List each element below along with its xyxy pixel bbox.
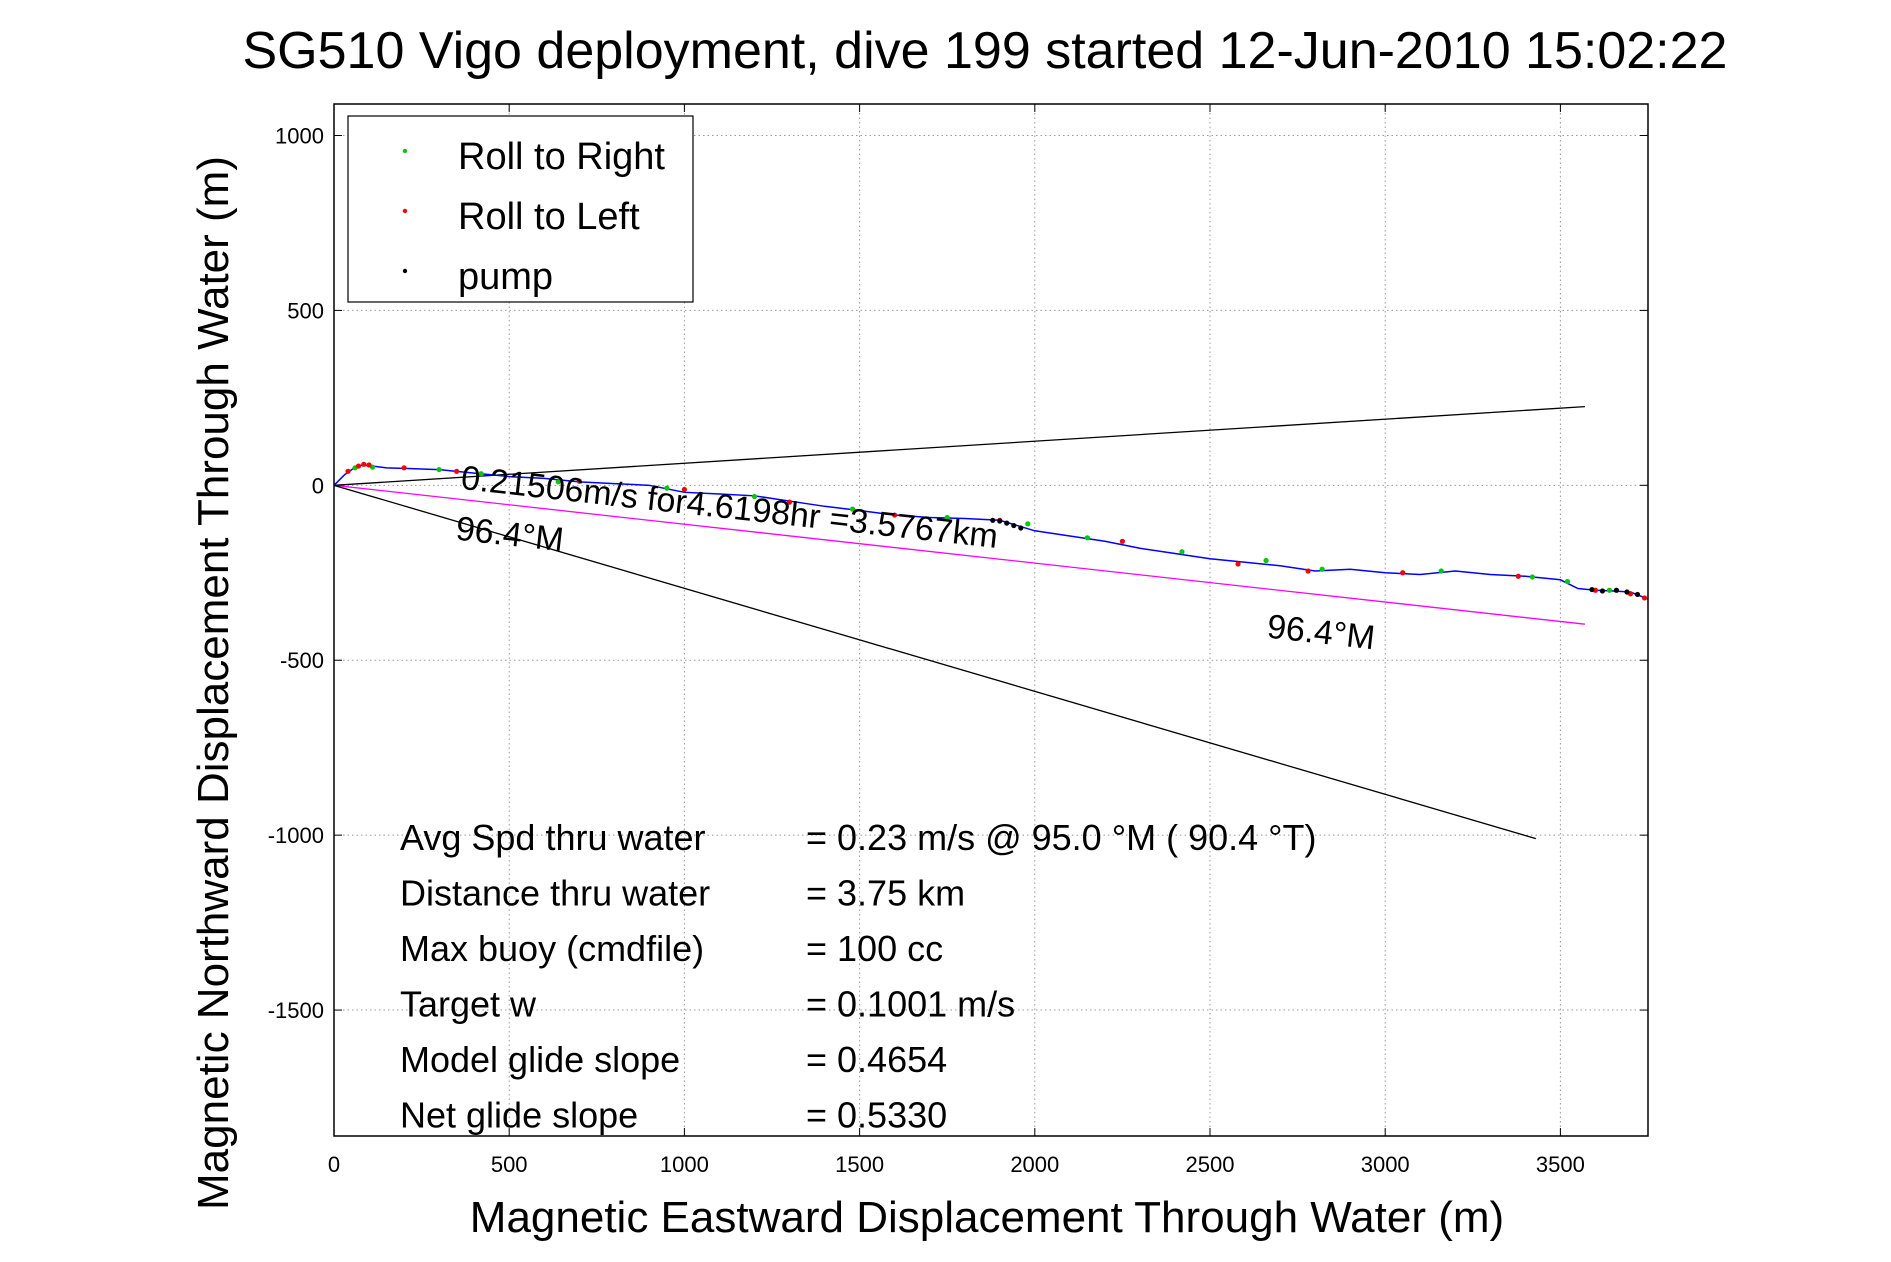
pump-marker <box>1589 586 1595 593</box>
axis-ticks: 0 500 1000 1500 2000 2500 3000 3500 1000 500 0 -500… <box>268 104 1648 1177</box>
pump-marker <box>1004 520 1010 526</box>
summary-label: Distance thru water <box>400 873 710 914</box>
roll-left-marker <box>345 468 351 474</box>
summary-value: = 0.5330 <box>806 1095 947 1136</box>
roll-left-marker <box>366 462 372 468</box>
roll-right-marker <box>1084 535 1090 541</box>
summary-value: = 0.1001 m/s <box>806 984 1015 1025</box>
roll-right-marker <box>944 514 950 521</box>
roll-right-marker <box>478 471 484 477</box>
summary-value: = 100 cc <box>806 928 943 969</box>
pump-marker <box>1624 589 1630 595</box>
plot-frame <box>333 103 1649 1137</box>
legend-label: pump <box>458 256 553 298</box>
summary-value: = 0.23 m/s @ 95.0 °M ( 90.4 °T) <box>806 817 1317 858</box>
y-tick-label: -1500 <box>268 998 324 1023</box>
roll-right-marker <box>1606 587 1613 593</box>
pump-marker <box>997 518 1003 524</box>
pump-marker <box>1613 587 1620 593</box>
legend-marker <box>402 268 408 274</box>
roll-left-marker <box>1515 573 1521 579</box>
roll-right-marker <box>1319 566 1325 572</box>
pump-marker <box>1011 522 1017 529</box>
chart-title: SG510 Vigo deployment, dive 199 started … <box>243 22 1728 80</box>
roll-right-marker <box>1263 557 1269 564</box>
heading-annotation: 96.4°M <box>1265 608 1377 658</box>
summary-label: Avg Spd thru water <box>400 817 706 858</box>
y-axis-label: Magnetic Northward Displacement Through … <box>189 156 238 1210</box>
x-tick-label: 1000 <box>660 1152 709 1177</box>
x-tick-label: 2000 <box>1010 1152 1059 1177</box>
roll-right-marker <box>1529 574 1535 580</box>
roll-left-marker <box>892 512 898 518</box>
pump-marker <box>1599 588 1606 594</box>
y-tick-label: 1000 <box>275 123 324 148</box>
roll-right-marker <box>1179 549 1185 555</box>
reference-line <box>333 405 1585 486</box>
grid <box>334 104 1648 1136</box>
roll-left-marker <box>1305 568 1311 574</box>
roll-left-marker <box>681 486 688 493</box>
pump-marker <box>990 517 996 523</box>
legend-marker <box>402 148 408 154</box>
roll-left-marker <box>1119 538 1125 544</box>
reference-line <box>333 484 1537 840</box>
summary-text: Avg Spd thru water = 0.23 m/s @ 95.0 °M (… <box>400 817 1317 1136</box>
roll-right-marker <box>1025 521 1031 527</box>
roll-right-marker <box>664 485 670 491</box>
x-axis-label: Magnetic Eastward Displacement Through W… <box>470 1193 1504 1242</box>
roll-left-marker <box>786 499 793 505</box>
x-tick-label: 0 <box>328 1152 340 1177</box>
summary-label: Max buoy (cmdfile) <box>400 928 704 969</box>
roll-left-marker <box>1400 570 1406 576</box>
roll-left-marker <box>454 468 460 474</box>
summary-label: Target w <box>400 984 537 1025</box>
y-tick-label: 0 <box>312 473 324 498</box>
legend-marker <box>402 208 408 214</box>
roll-right-marker <box>751 493 758 500</box>
roll-right-marker <box>555 479 561 485</box>
legend-label: Roll to Right <box>458 136 665 178</box>
annotations: 0.21506m/s for4.6198hr =3.5767km96.4°M96… <box>454 459 1377 657</box>
roll-left-marker <box>1641 595 1648 601</box>
pump-marker <box>1018 525 1024 531</box>
roll-left-marker <box>355 463 362 469</box>
x-tick-label: 1500 <box>835 1152 884 1177</box>
y-tick-label: 500 <box>287 298 324 323</box>
reference-line <box>333 484 1585 625</box>
reference-lines <box>333 405 1585 840</box>
x-tick-label: 2500 <box>1186 1152 1235 1177</box>
roll-left-marker <box>1235 561 1241 567</box>
roll-right-marker <box>849 506 856 512</box>
summary-label: Net glide slope <box>400 1095 638 1136</box>
roll-left-marker <box>361 461 367 467</box>
summary-value: = 3.75 km <box>806 873 965 914</box>
markers-layer <box>345 461 1648 601</box>
roll-right-marker <box>1564 578 1571 585</box>
y-tick-label: -500 <box>280 648 324 673</box>
roll-right-marker <box>436 466 442 473</box>
x-tick-label: 3000 <box>1361 1152 1410 1177</box>
y-tick-label: -1000 <box>268 823 324 848</box>
summary-label: Model glide slope <box>400 1039 680 1080</box>
x-tick-label: 3500 <box>1536 1152 1585 1177</box>
x-tick-label: 500 <box>491 1152 528 1177</box>
roll-left-marker <box>401 465 407 471</box>
heading-annotation: 96.4°M <box>454 510 566 560</box>
roll-left-marker <box>576 478 582 484</box>
legend-label: Roll to Left <box>458 196 640 238</box>
roll-right-marker <box>1438 568 1444 574</box>
summary-value: = 0.4654 <box>806 1039 947 1080</box>
pump-marker <box>1634 591 1641 598</box>
legend: Roll to Right Roll to Left pump <box>347 115 694 303</box>
